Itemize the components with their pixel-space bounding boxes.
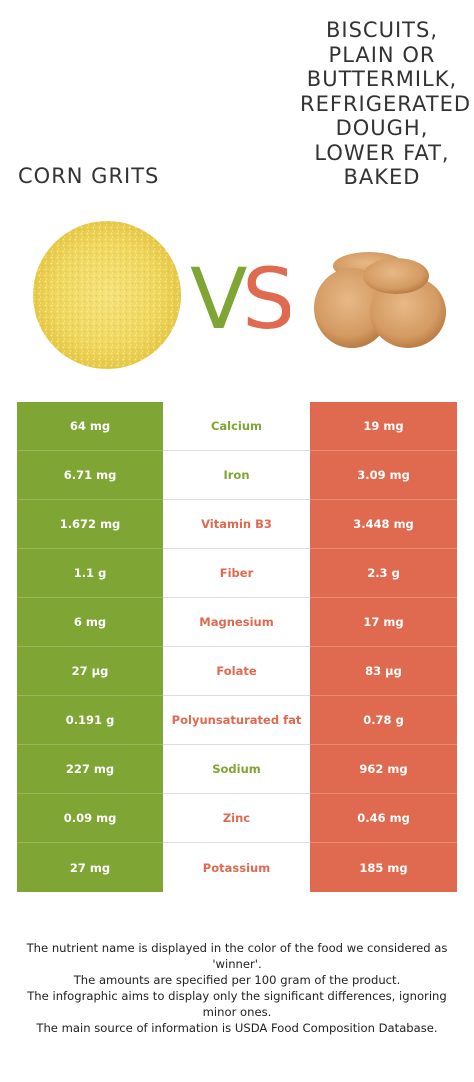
left-value: 64 mg — [17, 402, 163, 451]
right-food-name: BISCUITS, PLAIN OR BUTTERMILK, REFRIGERA… — [300, 18, 472, 189]
table-row: 6.71 mg Iron 3.09 mg — [17, 451, 457, 500]
nutrient-name: Magnesium — [163, 598, 310, 647]
table-row: 0.191 g Polyunsaturated fat 0.78 g — [17, 696, 457, 745]
right-value: 19 mg — [310, 402, 457, 451]
footer-line-2: The amounts are specified per 100 gram o… — [73, 973, 401, 987]
corn-grits-image — [33, 221, 181, 369]
right-value: 0.46 mg — [310, 794, 457, 843]
left-value: 0.191 g — [17, 696, 163, 745]
footer-line-3: The infographic aims to display only the… — [27, 989, 447, 1019]
right-value: 2.3 g — [310, 549, 457, 598]
biscuits-image — [314, 252, 446, 348]
right-value: 17 mg — [310, 598, 457, 647]
table-row: 64 mg Calcium 19 mg — [17, 402, 457, 451]
table-row: 27 mg Potassium 185 mg — [17, 843, 457, 892]
left-value: 6.71 mg — [17, 451, 163, 500]
right-value: 185 mg — [310, 843, 457, 892]
left-food-name: CORN GRITS — [18, 164, 160, 188]
table-row: 1.1 g Fiber 2.3 g — [17, 549, 457, 598]
right-value: 962 mg — [310, 745, 457, 794]
table-row: 27 µg Folate 83 µg — [17, 647, 457, 696]
nutrient-name: Polyunsaturated fat — [163, 696, 310, 745]
vs-v-letter: V — [190, 252, 247, 342]
vs-s-letter: S — [242, 252, 290, 342]
footer-notes: The nutrient name is displayed in the co… — [14, 940, 460, 1036]
table-row: 0.09 mg Zinc 0.46 mg — [17, 794, 457, 843]
nutrient-comparison-table: 64 mg Calcium 19 mg 6.71 mg Iron 3.09 mg 1.672… — [17, 402, 457, 892]
left-value: 27 mg — [17, 843, 163, 892]
left-value: 1.672 mg — [17, 500, 163, 549]
left-value: 6 mg — [17, 598, 163, 647]
left-value: 27 µg — [17, 647, 163, 696]
left-value: 1.1 g — [17, 549, 163, 598]
nutrient-name: Calcium — [163, 402, 310, 451]
table-row: 6 mg Magnesium 17 mg — [17, 598, 457, 647]
nutrient-name: Zinc — [163, 794, 310, 843]
nutrient-name: Sodium — [163, 745, 310, 794]
vs-label: V S — [190, 252, 290, 342]
right-value: 3.448 mg — [310, 500, 457, 549]
table-row: 227 mg Sodium 962 mg — [17, 745, 457, 794]
right-value: 0.78 g — [310, 696, 457, 745]
nutrient-name: Folate — [163, 647, 310, 696]
nutrient-name: Iron — [163, 451, 310, 500]
nutrient-name: Potassium — [163, 843, 310, 892]
left-value: 0.09 mg — [17, 794, 163, 843]
nutrient-name: Fiber — [163, 549, 310, 598]
nutrient-name: Vitamin B3 — [163, 500, 310, 549]
right-value: 83 µg — [310, 647, 457, 696]
footer-line-4: The main source of information is USDA F… — [36, 1021, 438, 1035]
right-value: 3.09 mg — [310, 451, 457, 500]
left-value: 227 mg — [17, 745, 163, 794]
table-row: 1.672 mg Vitamin B3 3.448 mg — [17, 500, 457, 549]
footer-line-1: The nutrient name is displayed in the co… — [26, 941, 448, 971]
